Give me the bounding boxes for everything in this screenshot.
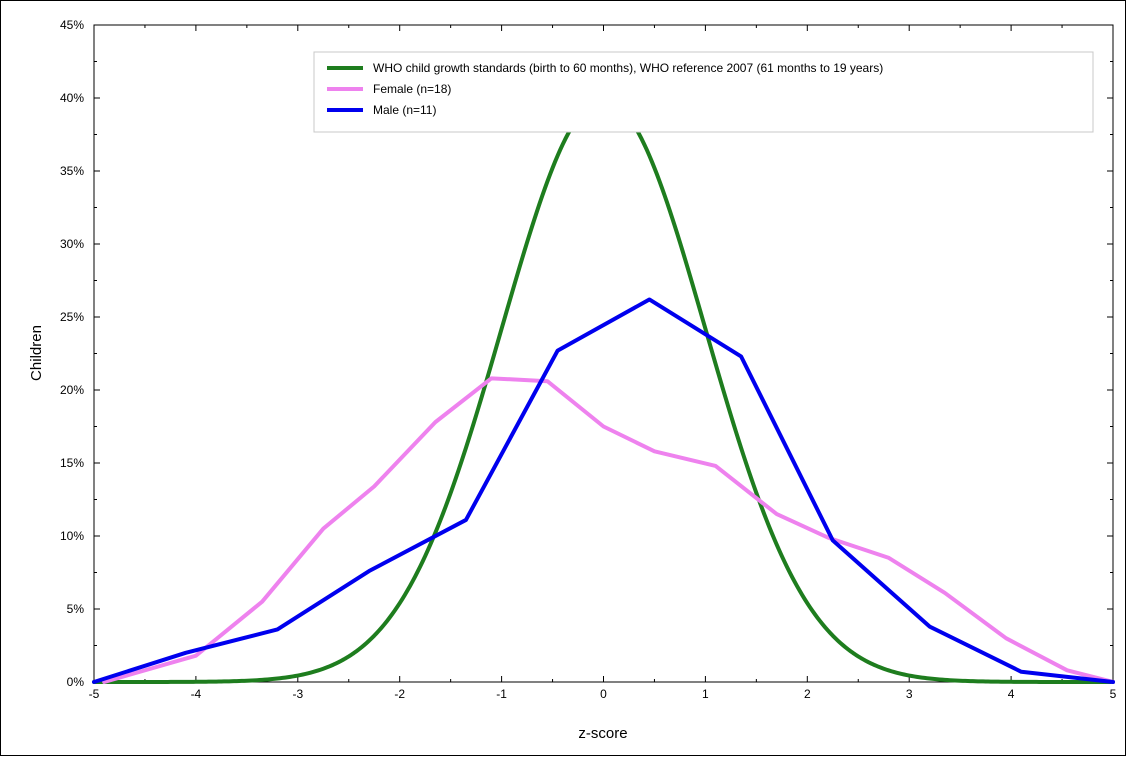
x-tick-label: 4 xyxy=(1008,687,1015,701)
y-axis-title: Children xyxy=(28,325,45,381)
x-tick-label: -1 xyxy=(496,687,507,701)
x-tick-label: 0 xyxy=(600,687,607,701)
y-tick-label: 20% xyxy=(60,383,84,397)
ticks-layer: -5 -4 -3 -2 -1 0 1 2 3 4 5 0% 5% 10% 15% 20% 25% 30% 35% 40… xyxy=(60,18,1117,701)
x-tick-label: -3 xyxy=(292,687,303,701)
y-tick-label: 40% xyxy=(60,91,84,105)
y-tick-label: 25% xyxy=(60,310,84,324)
x-tick-label: 5 xyxy=(1110,687,1117,701)
legend-label: Male (n=11) xyxy=(373,103,436,117)
y-tick-label: 45% xyxy=(60,18,84,32)
legend: WHO child growth standards (birth to 60 … xyxy=(313,51,1094,133)
series-line-male xyxy=(92,297,1115,684)
y-tick-label: 10% xyxy=(60,529,84,543)
x-tick-label: -4 xyxy=(191,687,202,701)
y-tick-label: 35% xyxy=(60,164,84,178)
x-tick-label: 2 xyxy=(804,687,811,701)
y-tick-label: 0% xyxy=(67,675,85,689)
x-axis-title: z-score xyxy=(578,725,627,742)
x-tick-label: -2 xyxy=(394,687,405,701)
legend-label: WHO child growth standards (birth to 60 … xyxy=(373,61,883,75)
series-line-female xyxy=(102,376,1115,684)
y-tick-label: 30% xyxy=(60,237,84,251)
y-tick-label: 15% xyxy=(60,456,84,470)
legend-label: Female (n=18) xyxy=(373,82,451,96)
x-tick-label: -5 xyxy=(89,687,100,701)
plot-area xyxy=(93,24,1114,683)
legend-box xyxy=(313,51,1094,133)
y-tick-label: 5% xyxy=(67,602,85,616)
x-tick-label: 3 xyxy=(906,687,913,701)
x-tick-label: 1 xyxy=(702,687,709,701)
